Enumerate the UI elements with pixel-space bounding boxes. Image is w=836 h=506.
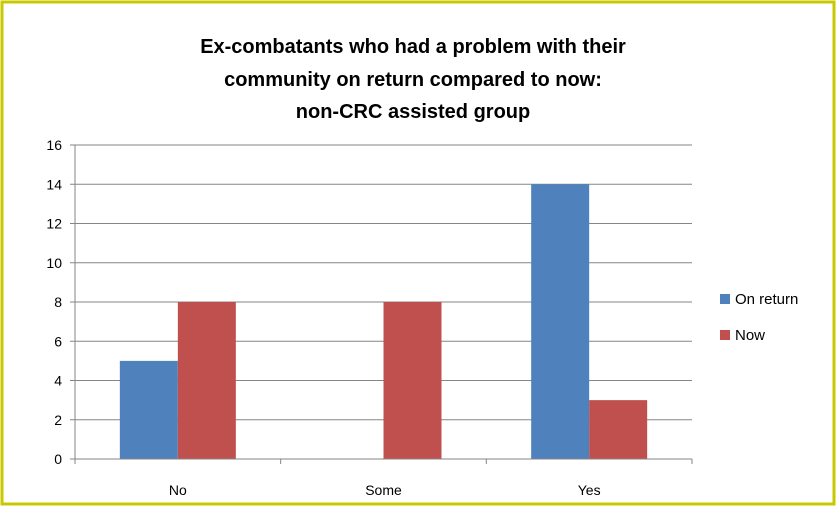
y-tick-label: 6 [54,333,62,349]
x-tick-label: Some [365,482,402,498]
bar-on-return-yes [531,184,590,459]
y-tick-label: 8 [54,294,62,310]
legend-label: Now [735,327,765,344]
chart-title-line: Ex-combatants who had a problem with the… [200,36,626,58]
y-tick-label: 16 [46,137,62,153]
bar-on-return-no [119,360,178,459]
x-tick-label: Yes [578,482,601,498]
x-tick-label: No [169,482,187,498]
y-tick-label: 4 [54,373,62,389]
y-tick-label: 0 [54,451,62,467]
bar-now-some [383,302,442,459]
x-axis-ticks: No Some Yes [74,459,693,498]
legend-swatch [720,294,730,304]
legend-swatch [720,330,730,340]
legend: On return Now [720,291,798,344]
chart-title-line: community on return compared to now: [224,69,602,91]
bar-now-no [177,302,236,459]
legend-label: On return [735,291,798,308]
chart-title: Ex-combatants who had a problem with the… [200,36,626,123]
bars [119,184,648,459]
y-tick-label: 14 [46,176,62,192]
bar-now-yes [589,400,648,459]
y-axis-ticks: 0 2 4 6 8 10 12 14 16 [46,137,75,467]
y-tick-label: 2 [54,412,62,428]
y-tick-label: 12 [46,216,62,232]
chart-title-line: non-CRC assisted group [296,101,530,123]
y-tick-label: 10 [46,255,62,271]
